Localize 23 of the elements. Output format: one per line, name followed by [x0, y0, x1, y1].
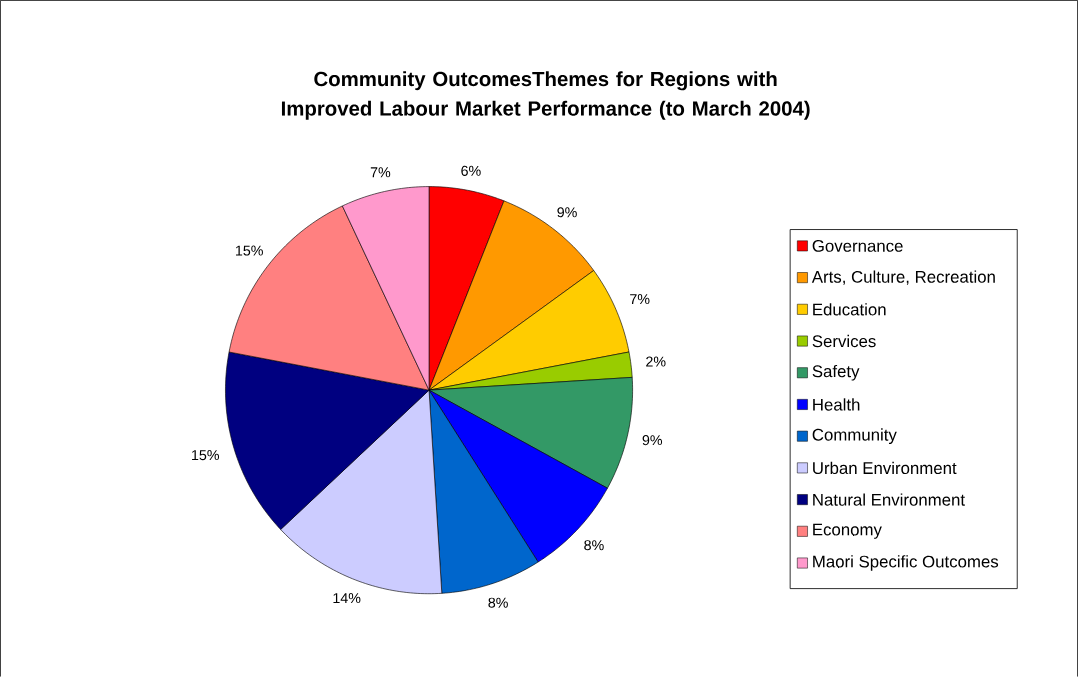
- data-label: 7%: [370, 167, 391, 178]
- chart-title: Community OutcomesThemes for Regions with Improved Labour Market Performance (to March 2004): [281, 71, 810, 120]
- legend-label: Governance: [812, 239, 903, 252]
- legend-label: Urban Environment: [813, 461, 957, 475]
- data-label: 8%: [584, 540, 604, 551]
- legend-label: Education: [813, 303, 886, 316]
- legend-label: Natural Environment: [813, 493, 965, 506]
- data-label: 7%: [630, 294, 650, 305]
- data-label: 9%: [557, 207, 577, 218]
- data-label: 14%: [333, 593, 361, 604]
- legend-label: Arts, Culture, Recreation: [811, 270, 995, 285]
- data-label: 2%: [646, 356, 666, 367]
- data-label: 15%: [235, 245, 263, 256]
- legend-label: Economy: [813, 523, 882, 539]
- legend-label: Services: [812, 334, 876, 348]
- data-label: 8%: [488, 597, 508, 608]
- legend-label: Maori Specific Outcomes: [813, 555, 999, 571]
- legend-label: Community: [812, 428, 897, 445]
- legend-label: Health: [813, 398, 860, 411]
- data-label: 9%: [642, 435, 663, 446]
- legend-label: Safety: [812, 364, 860, 381]
- data-label: 15%: [192, 450, 219, 461]
- data-label: 6%: [461, 165, 481, 176]
